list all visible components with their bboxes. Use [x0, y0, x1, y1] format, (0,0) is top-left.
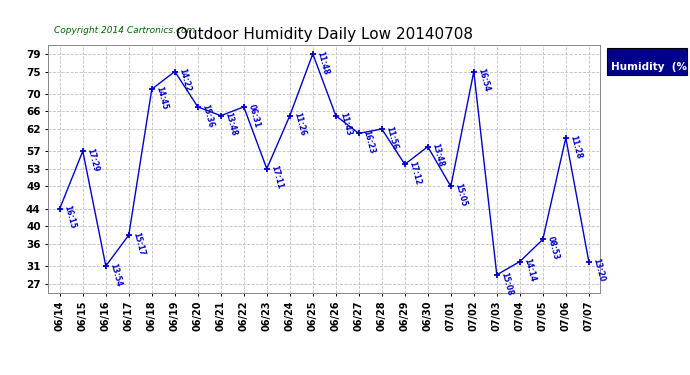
Text: 15:05: 15:05	[453, 182, 469, 208]
Text: 13:48: 13:48	[224, 112, 239, 137]
Text: 16:54: 16:54	[477, 68, 491, 93]
Text: 13:20: 13:20	[591, 258, 607, 283]
Text: 17:11: 17:11	[270, 165, 284, 190]
Text: 17:29: 17:29	[86, 147, 101, 173]
Title: Outdoor Humidity Daily Low 20140708: Outdoor Humidity Daily Low 20140708	[176, 27, 473, 42]
Text: 13:48: 13:48	[431, 142, 446, 168]
Text: 11:43: 11:43	[339, 112, 353, 137]
Text: 16:15: 16:15	[63, 204, 77, 230]
Text: 17:12: 17:12	[408, 160, 422, 186]
Text: 11:56: 11:56	[384, 125, 400, 150]
Text: Humidity  (%): Humidity (%)	[611, 62, 690, 72]
Text: Copyright 2014 Cartronics.com: Copyright 2014 Cartronics.com	[54, 26, 195, 35]
Text: 15:08: 15:08	[500, 271, 515, 296]
Text: 14:45: 14:45	[155, 85, 170, 111]
Text: 08:53: 08:53	[546, 236, 560, 261]
Text: 11:26: 11:26	[293, 112, 308, 137]
Text: 15:36: 15:36	[201, 103, 215, 128]
Text: 14:22: 14:22	[177, 68, 193, 93]
Text: 15:17: 15:17	[132, 231, 146, 256]
Text: 16:23: 16:23	[362, 129, 377, 155]
Text: 11:48: 11:48	[315, 50, 331, 75]
Text: 14:14: 14:14	[522, 258, 538, 283]
Text: 06:31: 06:31	[246, 103, 262, 128]
Text: 13:54: 13:54	[108, 262, 124, 287]
Text: 11:28: 11:28	[569, 134, 584, 159]
